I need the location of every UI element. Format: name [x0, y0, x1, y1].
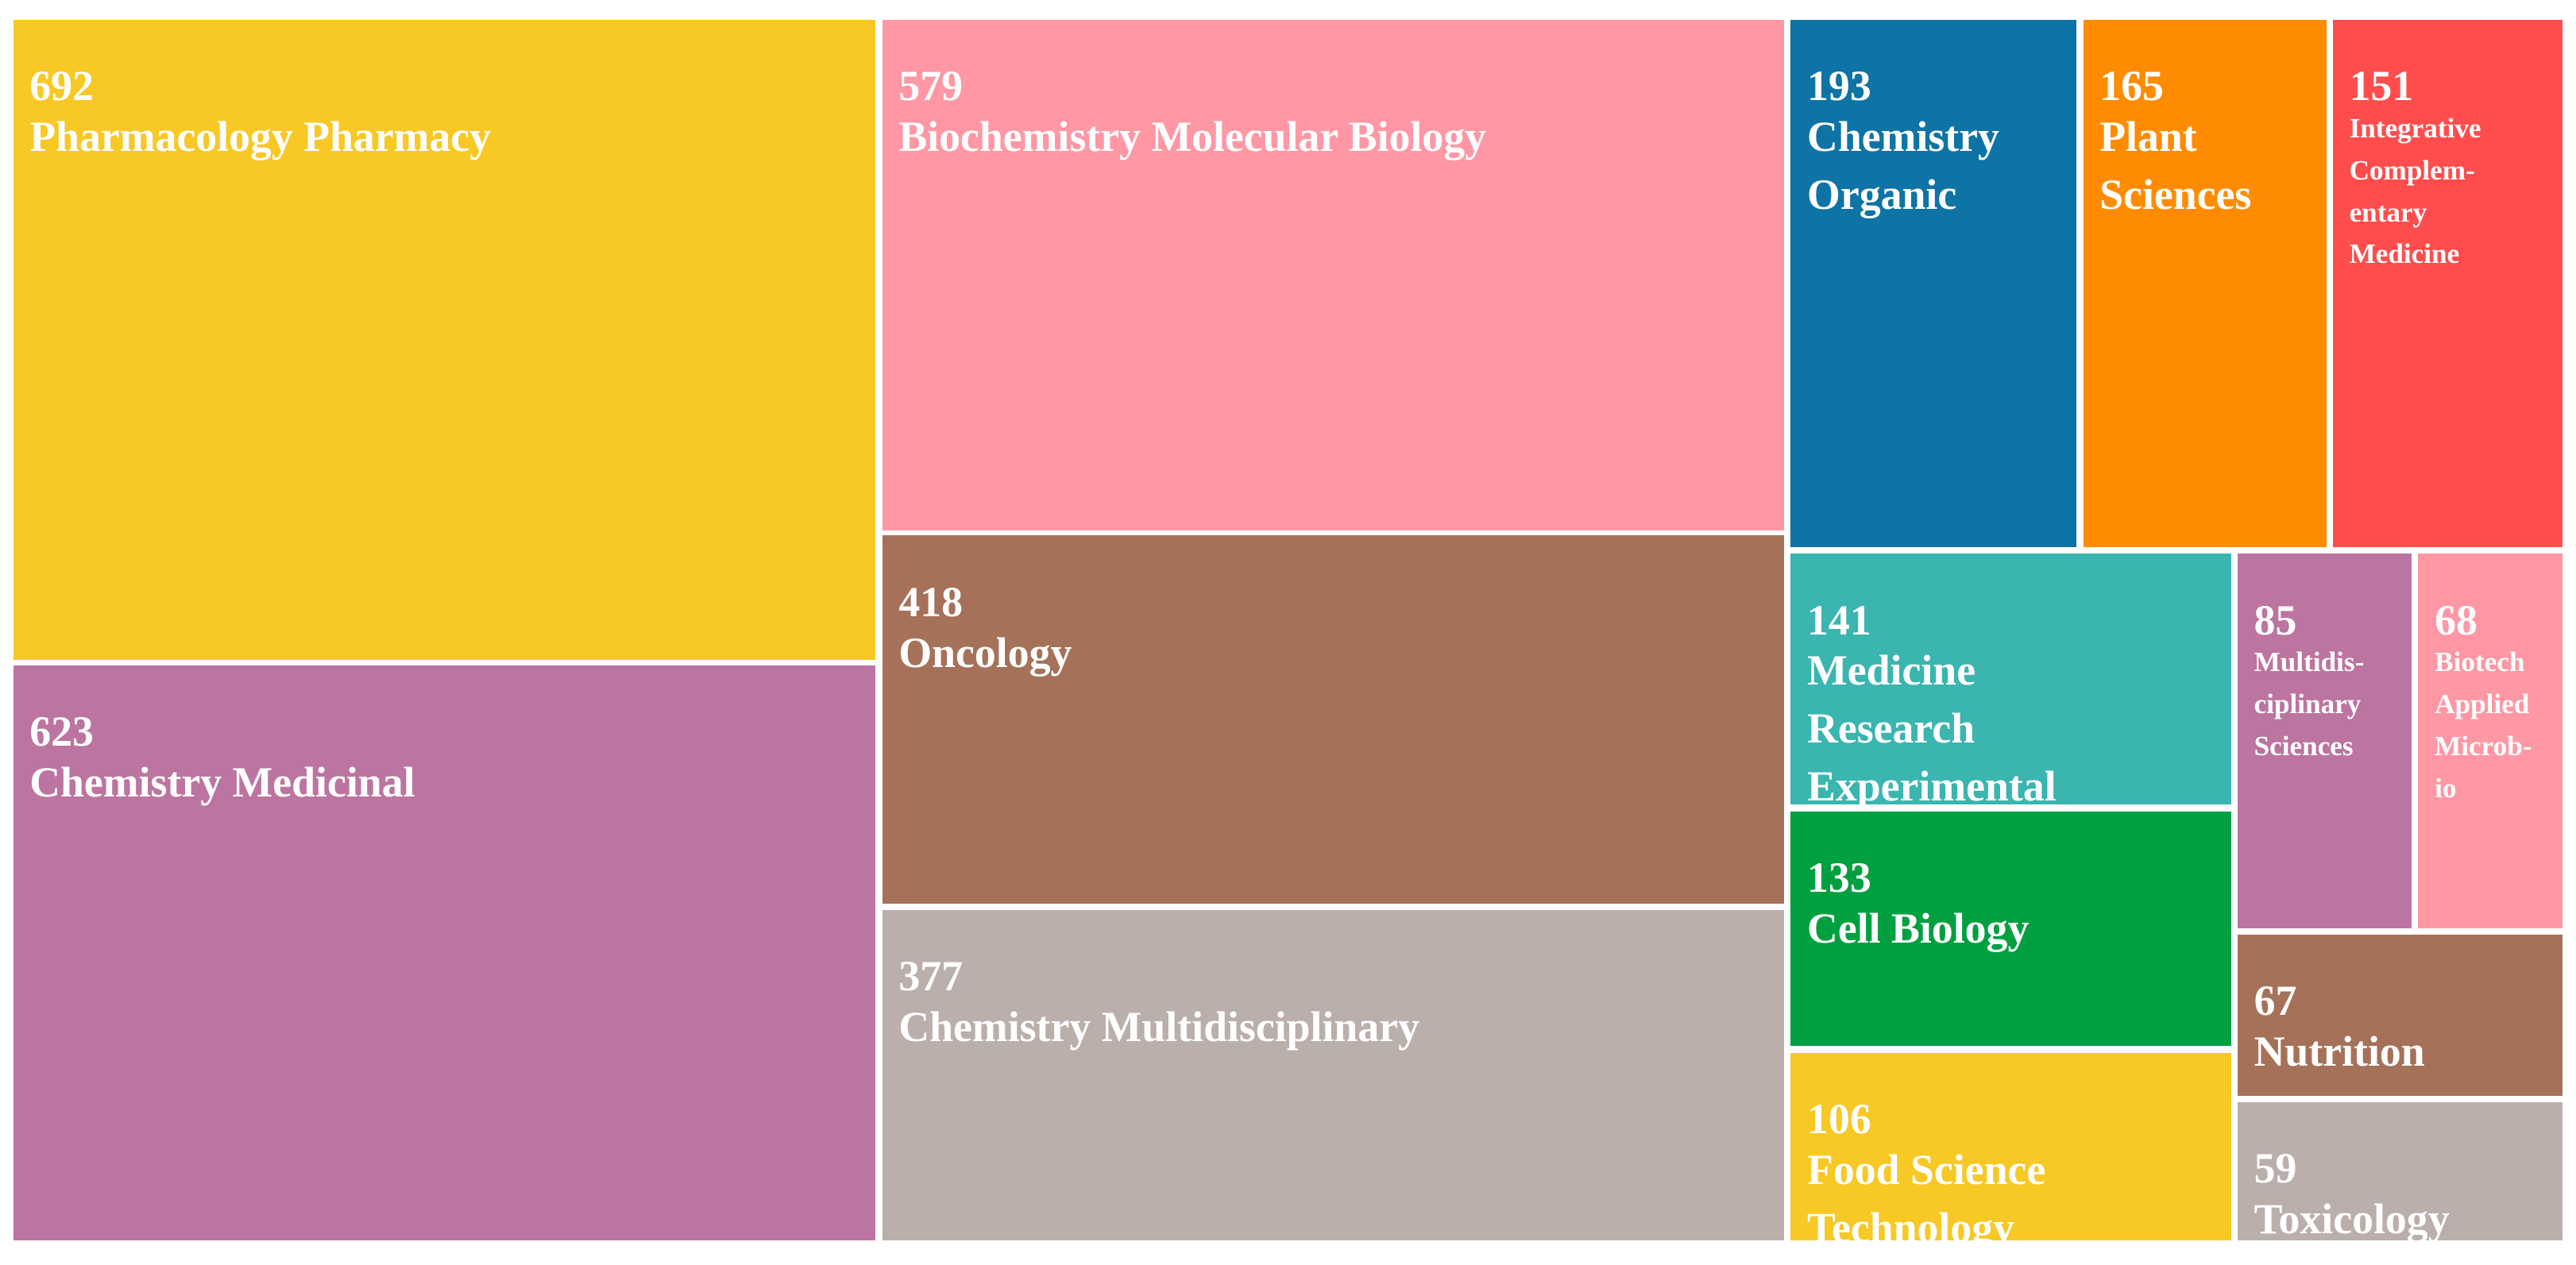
value-label: 193 [1807, 62, 1871, 110]
category-label: Nutrition [2254, 1028, 2425, 1076]
value-label: 165 [2099, 62, 2164, 110]
tile: 85 Multidis- ciplinary Sciences [2237, 553, 2412, 928]
value-label: 151 [2349, 62, 2414, 110]
category-label: Multidis- ciplinary Sciences [2254, 646, 2365, 762]
tile: 68 Biotech Applied Microb- io [2418, 553, 2563, 928]
value-label: 418 [898, 577, 963, 626]
category-label: Pharmacology Pharmacy [29, 113, 492, 161]
category-label: Biochemistry Molecular Biology [898, 113, 1486, 161]
value-label: 377 [898, 952, 963, 1001]
value-label: 692 [29, 62, 94, 110]
value-label: 85 [2254, 596, 2297, 644]
value-label: 133 [1807, 854, 1871, 902]
value-label: 141 [1807, 596, 1871, 644]
value-label: 68 [2435, 596, 2478, 644]
tile: 106 Food Science Technology [1790, 1052, 2231, 1240]
category-label: Food Science Technology [1807, 1146, 2046, 1240]
tile: 377 Chemistry Multidisciplinary [882, 909, 1785, 1240]
value-label: 59 [2254, 1144, 2297, 1193]
category-label: Biotech Applied Microb- io [2435, 646, 2532, 804]
tile: 133 Cell Biology [1790, 811, 2231, 1047]
category-label: Toxicology [2254, 1195, 2450, 1240]
tile: 165 Plant Sciences [2083, 19, 2327, 547]
value-label: 623 [29, 708, 94, 756]
category-label: Chemistry Multidisciplinary [898, 1003, 1419, 1051]
tile: 579 Biochemistry Molecular Biology [882, 19, 1785, 531]
tile: 151 Integrative Complem- entary Medicine [2332, 19, 2563, 547]
tile: 692 Pharmacology Pharmacy [13, 19, 876, 661]
value-label: 106 [1807, 1095, 1871, 1144]
tile: 141 Medicine Research Experimental [1790, 553, 2231, 805]
value-label: 579 [898, 62, 963, 110]
category-label: Plant Sciences [2099, 113, 2252, 218]
category-label: Medicine Research Experimental [1807, 646, 2057, 805]
value-label: 67 [2254, 977, 2297, 1025]
category-label: Cell Biology [1807, 904, 2030, 953]
tile: 623 Chemistry Medicinal [13, 665, 876, 1240]
tile: 67 Nutrition [2237, 934, 2563, 1096]
tile: 193 Chemistry Organic [1790, 19, 2077, 547]
category-label: Chemistry Organic [1807, 113, 1999, 218]
category-label: Oncology [898, 628, 1072, 677]
tile: 59 Toxicology [2237, 1101, 2563, 1240]
category-label: Chemistry Medicinal [29, 758, 415, 807]
tile: 418 Oncology [882, 535, 1785, 904]
category-label: Integrative Complem- entary Medicine [2349, 113, 2481, 270]
